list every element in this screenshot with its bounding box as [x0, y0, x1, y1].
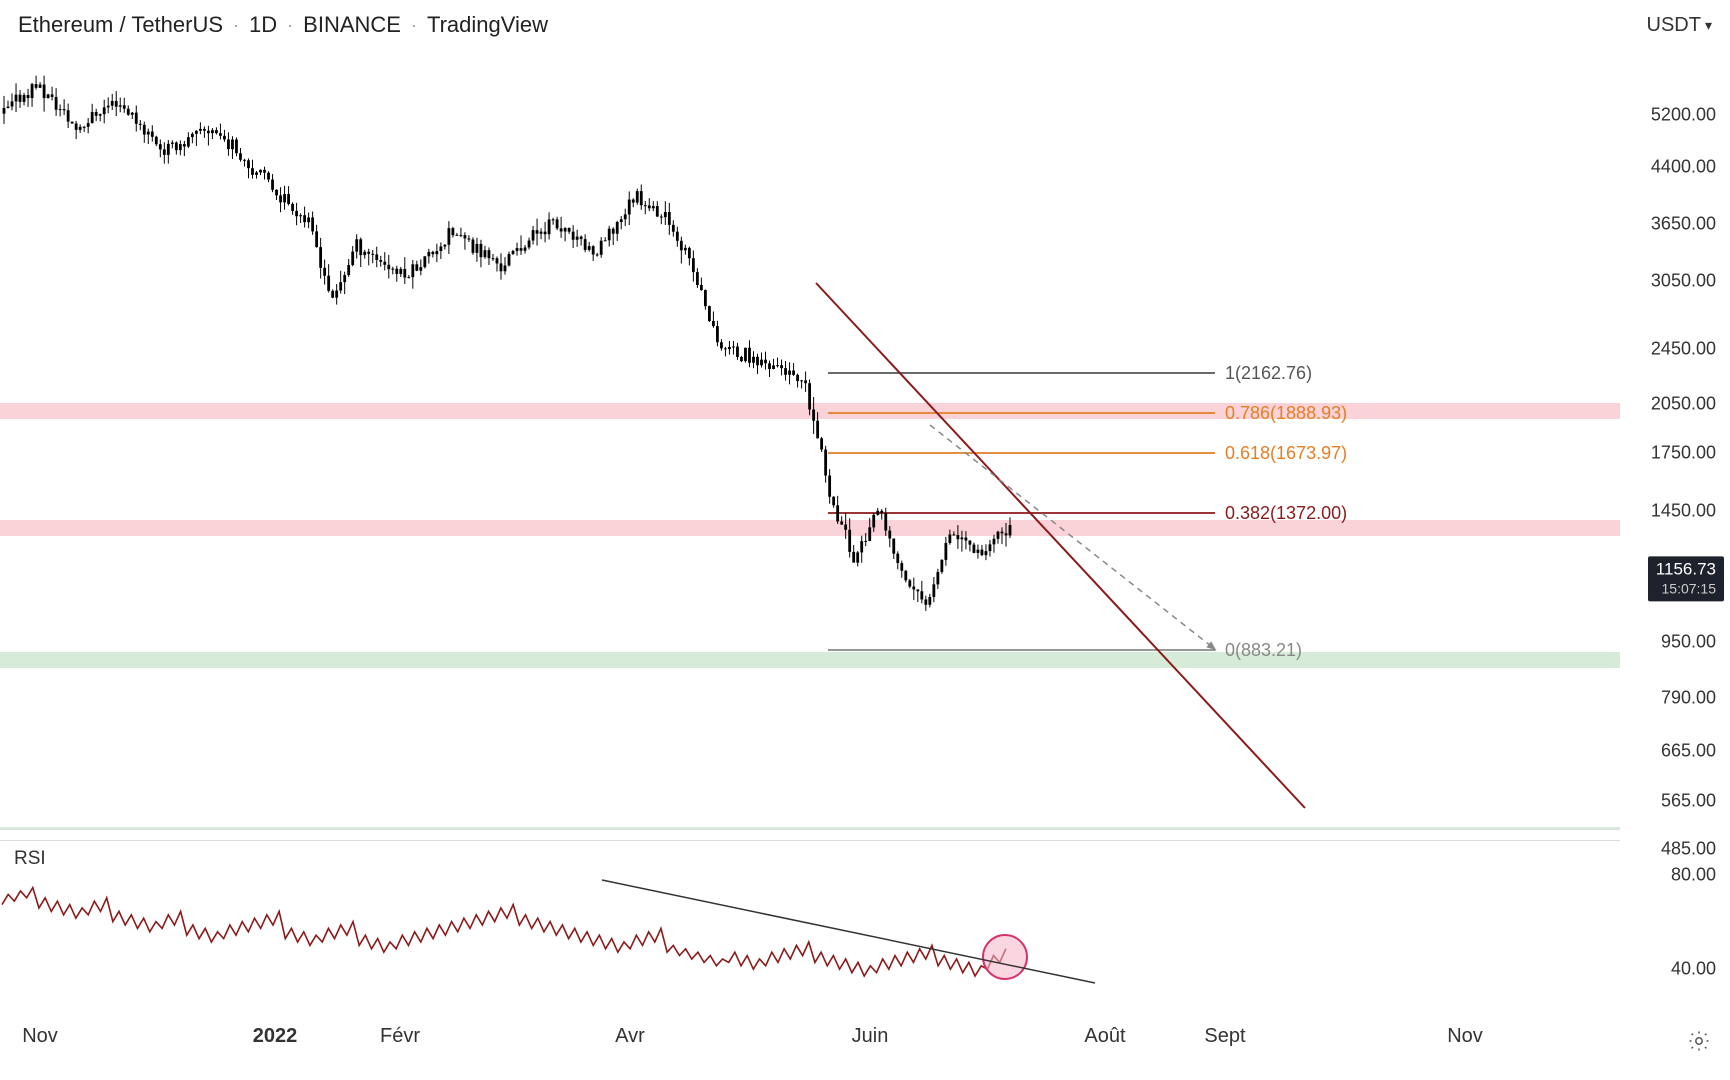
- price-tick: 950.00: [1661, 632, 1716, 653]
- price-tick: 2050.00: [1651, 394, 1716, 415]
- time-tick: Avr: [615, 1025, 645, 1048]
- time-tick: Nov: [1447, 1025, 1483, 1048]
- brand-label: TradingView: [427, 12, 548, 38]
- price-axis[interactable]: 5200.00 4400.00 3650.00 3050.00 2450.00 2050.…: [1620, 50, 1730, 830]
- time-tick: Nov: [22, 1025, 58, 1048]
- svg-text:0(883.21): 0(883.21): [1225, 640, 1302, 660]
- price-chart[interactable]: 1(2162.76) 0.786(1888.93) 0.618(1673.97) 0.…: [0, 50, 1620, 830]
- chevron-down-icon: ▾: [1705, 17, 1712, 34]
- rsi-axis: 80.00 40.00: [1620, 840, 1730, 1010]
- price-tick: 3650.00: [1651, 214, 1716, 235]
- rsi-chart[interactable]: [0, 840, 1620, 1010]
- price-tick: 565.00: [1661, 791, 1716, 812]
- gear-icon: [1687, 1029, 1711, 1053]
- timeframe-label[interactable]: 1D: [249, 12, 277, 38]
- svg-text:0.382(1372.00): 0.382(1372.00): [1225, 503, 1347, 523]
- time-axis[interactable]: Nov 2022 Févr Avr Juin Août Sept Nov: [0, 1025, 1620, 1065]
- price-tick: 2450.00: [1651, 339, 1716, 360]
- price-tick: 1450.00: [1651, 501, 1716, 522]
- svg-text:0.786(1888.93): 0.786(1888.93): [1225, 403, 1347, 423]
- rsi-tick: 40.00: [1671, 959, 1716, 980]
- price-tick: 4400.00: [1651, 157, 1716, 178]
- price-tick: 1750.00: [1651, 443, 1716, 464]
- price-tick: 3050.00: [1651, 271, 1716, 292]
- time-tick: Juin: [852, 1025, 889, 1048]
- time-tick: Févr: [380, 1025, 420, 1048]
- current-price-flag: 1156.7315:07:15: [1648, 556, 1724, 601]
- price-tick: 665.00: [1661, 741, 1716, 762]
- quote-currency-selector[interactable]: USDT ▾: [1647, 14, 1712, 37]
- exchange-label: BINANCE: [303, 12, 401, 38]
- svg-text:0.618(1673.97): 0.618(1673.97): [1225, 443, 1347, 463]
- time-tick: Août: [1084, 1025, 1125, 1048]
- rsi-tick: 80.00: [1671, 865, 1716, 886]
- settings-button[interactable]: [1686, 1028, 1712, 1054]
- price-tick: 5200.00: [1651, 105, 1716, 126]
- time-tick: Sept: [1204, 1025, 1245, 1048]
- symbol-label[interactable]: Ethereum / TetherUS: [18, 12, 223, 38]
- price-tick: 790.00: [1661, 688, 1716, 709]
- chart-header: Ethereum / TetherUS · 1D · BINANCE · Tra…: [18, 12, 548, 38]
- svg-text:1(2162.76): 1(2162.76): [1225, 363, 1312, 383]
- time-tick: 2022: [253, 1025, 298, 1048]
